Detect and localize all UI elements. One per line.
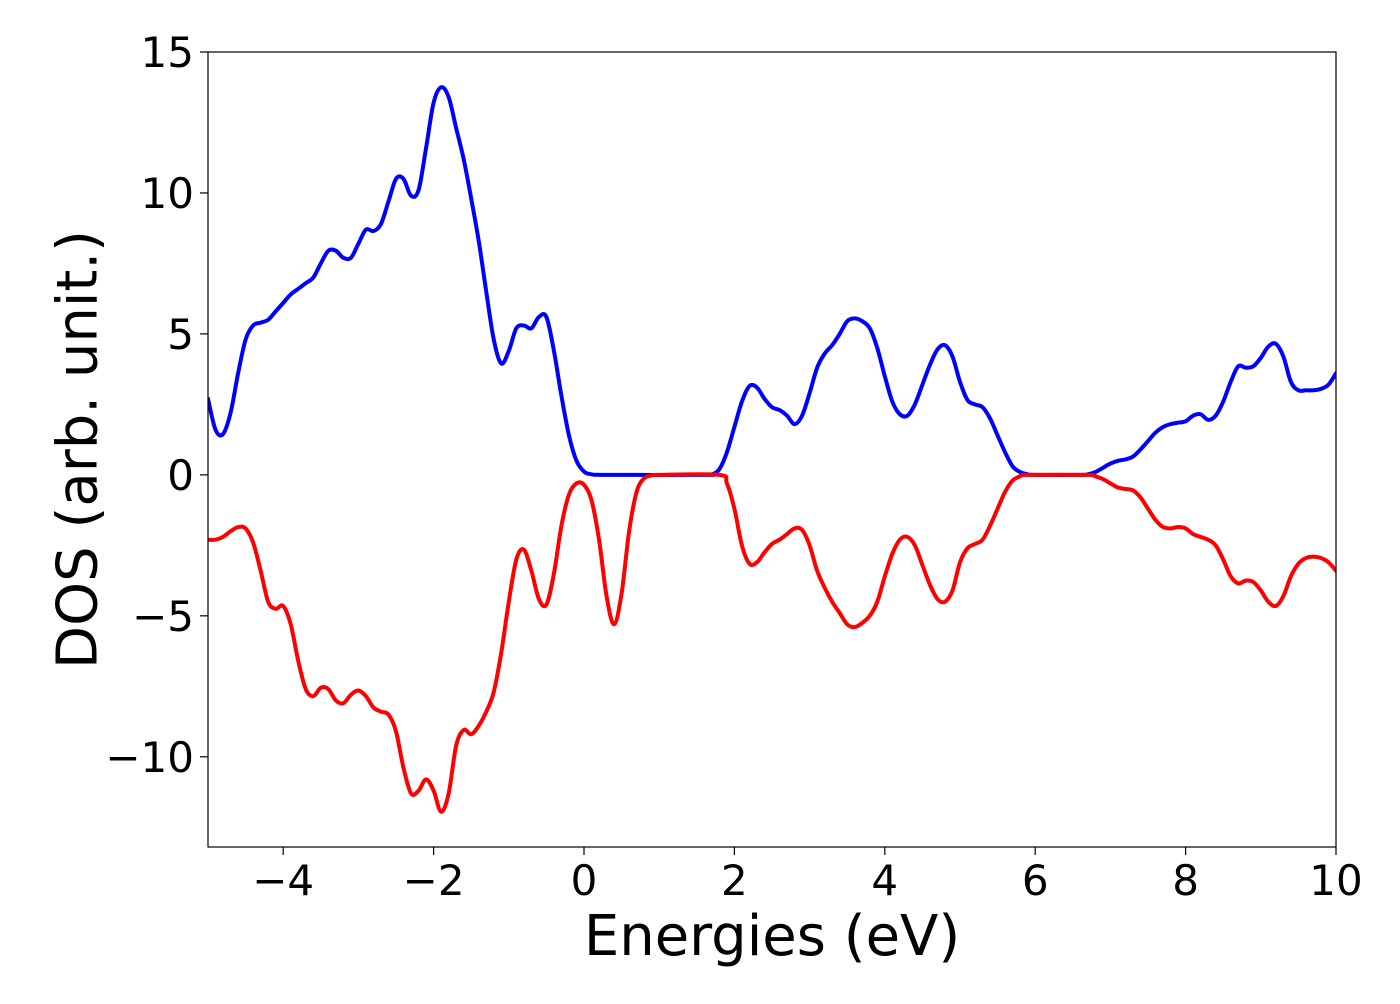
series-line-blue	[208, 85, 1336, 477]
y-tick-label: 15	[141, 28, 194, 77]
x-axis-ticks: −4 −2 0 2 4 6 8 10	[252, 847, 1363, 905]
series-line-red	[208, 472, 1336, 814]
series-layer	[208, 85, 1336, 814]
y-tick-label: −5	[132, 592, 194, 641]
plot-frame	[207, 51, 1337, 848]
y-tick-label: 5	[167, 310, 194, 359]
y-tick-label: 10	[141, 169, 194, 218]
x-tick-label: 10	[1309, 856, 1362, 905]
y-tick-label: −10	[105, 733, 194, 782]
y-axis-ticks: −10 −5 0 5 10 15	[105, 28, 208, 782]
y-axis-label: DOS (arb. unit.)	[46, 230, 111, 669]
x-tick-label: 4	[871, 856, 898, 905]
y-tick-label: 0	[167, 451, 194, 500]
x-tick-label: −2	[403, 856, 465, 905]
x-tick-label: 6	[1022, 856, 1049, 905]
x-tick-label: 8	[1172, 856, 1199, 905]
x-tick-label: 2	[721, 856, 748, 905]
x-axis-label: Energies (eV)	[584, 904, 960, 969]
x-tick-label: −4	[252, 856, 314, 905]
x-tick-label: 0	[571, 856, 598, 905]
